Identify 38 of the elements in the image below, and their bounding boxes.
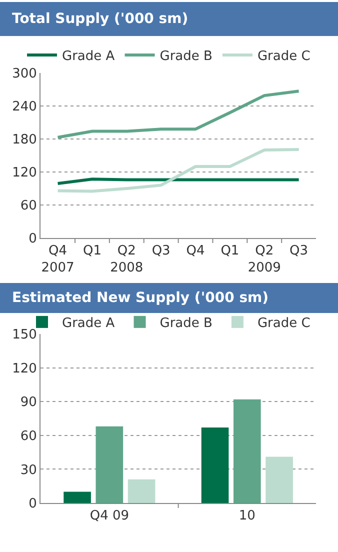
x-tick-label: Q4 09 bbox=[90, 508, 130, 524]
y-tick-label: 90 bbox=[20, 395, 37, 410]
y-tick-label: 180 bbox=[12, 132, 37, 148]
x-tick-label: Q1 bbox=[220, 244, 240, 259]
line-series bbox=[56, 90, 300, 139]
y-tick-label: 300 bbox=[12, 66, 37, 82]
y-tick-label: 60 bbox=[20, 198, 37, 214]
legend-label: Grade C bbox=[257, 49, 310, 64]
bar bbox=[234, 399, 261, 503]
legend-label: Grade C bbox=[257, 316, 310, 332]
x-tick-label: 10 bbox=[238, 508, 256, 524]
legend-label: Grade B bbox=[160, 49, 212, 64]
y-tick-label: 120 bbox=[12, 166, 37, 181]
chart-title: Estimated New Supply ('000 sm) bbox=[12, 290, 269, 306]
y-tick-label: 0 bbox=[28, 232, 37, 247]
y-tick-label: 150 bbox=[12, 328, 37, 343]
line-series bbox=[56, 148, 300, 193]
bar bbox=[64, 492, 91, 503]
x-tick-label: Q2 2009 bbox=[248, 244, 281, 276]
y-tick-label: 120 bbox=[12, 361, 37, 376]
y-tick-label: 60 bbox=[20, 428, 37, 444]
chart-title: Total Supply ('000 sm) bbox=[12, 11, 188, 27]
legend-label: Grade A bbox=[62, 49, 115, 64]
x-tick-label: Q3 bbox=[290, 244, 308, 259]
bar bbox=[201, 428, 229, 503]
y-tick-label: 0 bbox=[28, 496, 37, 512]
y-tick-label: 240 bbox=[12, 100, 37, 115]
x-tick-label: Q3 bbox=[152, 244, 170, 259]
x-tick-label: Q4 2007 bbox=[41, 244, 74, 276]
x-tick-label: Q2 2008 bbox=[110, 244, 144, 276]
x-tick-label: Q1 bbox=[82, 244, 102, 259]
legend-label: Grade B bbox=[160, 316, 212, 332]
bar bbox=[96, 426, 124, 503]
bar bbox=[266, 456, 293, 503]
bar bbox=[128, 479, 156, 503]
y-tick-label: 30 bbox=[20, 462, 37, 478]
x-tick-label: Q4 bbox=[186, 244, 205, 259]
legend-label: Grade A bbox=[62, 316, 115, 332]
